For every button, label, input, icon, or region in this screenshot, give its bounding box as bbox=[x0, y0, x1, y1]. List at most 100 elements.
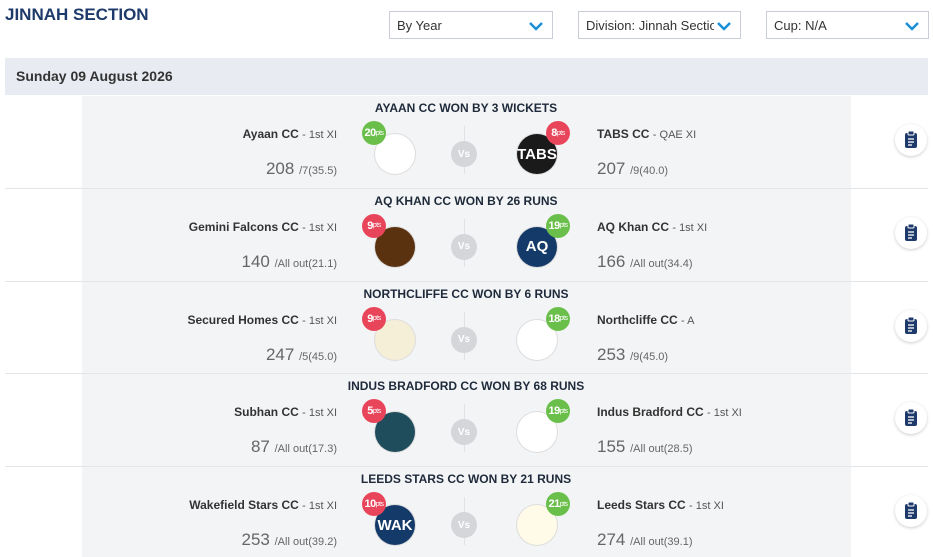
wickets: /All out bbox=[274, 443, 309, 456]
points-unit: pts bbox=[559, 222, 568, 230]
filter-label: Division: Jinnah Section bbox=[586, 18, 714, 33]
row-separator bbox=[5, 373, 928, 375]
scorecard-button[interactable] bbox=[895, 216, 927, 249]
overs: (39.2) bbox=[308, 536, 337, 548]
wickets: /9 bbox=[630, 165, 640, 177]
team-name[interactable]: AQ Khan CC - 1st XI bbox=[597, 220, 707, 234]
team-score: 247 /5(45.0) bbox=[266, 345, 337, 365]
points-badge: 19 pts bbox=[546, 399, 570, 424]
team-name[interactable]: Subhan CC - 1st XI bbox=[234, 405, 337, 419]
wickets: /All out bbox=[630, 443, 664, 456]
overs: (45.0) bbox=[639, 350, 669, 363]
team-name[interactable]: Leeds Stars CC - 1st XI bbox=[597, 498, 724, 512]
team: TABS CC bbox=[597, 127, 650, 141]
points-unit: pts bbox=[372, 222, 381, 230]
logo-text: AQ bbox=[525, 238, 549, 256]
points: 8 bbox=[551, 127, 557, 139]
runs: 155 bbox=[597, 437, 626, 457]
team-score: 274 /All out(39.1) bbox=[597, 530, 693, 550]
match-result: LEEDS STARS CC WON BY 21 RUNS bbox=[360, 472, 572, 486]
runs: 166 bbox=[597, 251, 626, 271]
chevron bbox=[529, 22, 543, 31]
points-badge: 5 pts bbox=[362, 399, 386, 424]
filter-label: By Year bbox=[397, 18, 442, 33]
team-xi: - A bbox=[681, 314, 695, 327]
team-name[interactable]: Indus Bradford CC - 1st XI bbox=[597, 405, 742, 419]
team: Wakefield Stars CC bbox=[189, 498, 299, 512]
overs: (34.4) bbox=[663, 257, 693, 270]
points: 10 bbox=[364, 498, 376, 510]
points-unit: pts bbox=[375, 500, 384, 508]
runs: 274 bbox=[597, 530, 626, 549]
points: 9 bbox=[367, 312, 373, 325]
points: 18 bbox=[548, 312, 560, 325]
team-logo: WAK bbox=[375, 505, 415, 545]
team-xi: - 1st XI bbox=[302, 407, 337, 420]
row-separator bbox=[5, 466, 928, 467]
team: Leeds Stars CC bbox=[597, 498, 686, 512]
row-separator bbox=[5, 280, 928, 282]
date-header: Sunday 09 August 2026 bbox=[5, 58, 928, 95]
runs: 87 bbox=[250, 437, 270, 457]
clipboard-icon bbox=[905, 501, 917, 519]
points-badge: 20 pts bbox=[362, 121, 386, 145]
points-unit: pts bbox=[372, 407, 381, 415]
team-score: 166 /All out(34.4) bbox=[597, 252, 693, 272]
filter-dropdown[interactable]: By Year bbox=[389, 11, 553, 39]
wickets: /All out bbox=[630, 536, 664, 548]
team-xi: - 1st XI bbox=[302, 500, 337, 512]
points-badge: 18 pts bbox=[546, 306, 570, 331]
points: 20 bbox=[364, 127, 376, 139]
team-score: 253 /All out(39.2) bbox=[242, 530, 338, 550]
points: 9 bbox=[367, 219, 373, 232]
runs: 253 bbox=[597, 344, 626, 364]
scorecard-button[interactable] bbox=[895, 402, 927, 435]
points-badge: 19 pts bbox=[546, 213, 570, 238]
points-badge: 9 pts bbox=[362, 213, 386, 238]
team-score: 207 /9(40.0) bbox=[597, 159, 668, 179]
points-unit: pts bbox=[559, 315, 568, 322]
match-result: AYAAN CC WON BY 3 WICKETS bbox=[374, 101, 558, 115]
team-score: 208 /7(35.5) bbox=[266, 159, 337, 179]
points-badge: 9 pts bbox=[362, 306, 386, 331]
team-score: 155 /All out(28.5) bbox=[597, 437, 693, 457]
points: 19 bbox=[548, 219, 560, 232]
runs: 253 bbox=[241, 530, 270, 549]
points-badge: 8 pts bbox=[546, 121, 570, 145]
clipboard-icon bbox=[905, 223, 917, 241]
vs-badge: Vs bbox=[451, 419, 477, 446]
runs: 207 bbox=[597, 159, 626, 178]
scorecard-button[interactable] bbox=[895, 124, 927, 156]
team-name[interactable]: Northcliffe CC - A bbox=[597, 313, 694, 327]
team: Indus Bradford CC bbox=[597, 405, 704, 420]
team-score: 253 /9(45.0) bbox=[597, 345, 668, 365]
runs: 208 bbox=[265, 159, 295, 178]
points: 5 bbox=[367, 405, 373, 418]
team-xi: - 1st XI bbox=[707, 407, 742, 420]
page-title: JINNAH SECTION bbox=[5, 5, 149, 24]
scorecard-button[interactable] bbox=[895, 309, 927, 342]
points-unit: pts bbox=[372, 315, 381, 322]
points-unit: pts bbox=[559, 407, 568, 415]
team-xi: - 1st XI bbox=[302, 314, 337, 327]
vs-badge: Vs bbox=[451, 141, 477, 167]
overs: (17.3) bbox=[308, 443, 337, 456]
wickets: /5 bbox=[299, 350, 309, 363]
team-name[interactable]: Gemini Falcons CC - 1st XI bbox=[189, 220, 337, 234]
wickets: /9 bbox=[630, 350, 640, 363]
team-xi: - 1st XI bbox=[689, 500, 724, 512]
row-separator bbox=[5, 187, 928, 189]
runs: 140 bbox=[241, 251, 270, 271]
points: 19 bbox=[548, 405, 560, 418]
points-unit: pts bbox=[559, 500, 568, 508]
chevron bbox=[717, 22, 731, 31]
team-name[interactable]: Secured Homes CC - 1st XI bbox=[187, 313, 337, 327]
team-name[interactable]: Ayaan CC - 1st XI bbox=[243, 127, 337, 141]
filter-dropdown[interactable]: Division: Jinnah Section bbox=[578, 11, 741, 39]
scorecard-button[interactable] bbox=[895, 495, 927, 527]
clipboard-icon bbox=[905, 408, 917, 427]
team-name[interactable]: TABS CC - QAE XI bbox=[597, 127, 696, 141]
filter-dropdown[interactable]: Cup: N/A bbox=[766, 11, 929, 39]
match-result: AQ KHAN CC WON BY 26 RUNS bbox=[374, 193, 558, 208]
team-name[interactable]: Wakefield Stars CC - 1st XI bbox=[189, 498, 337, 512]
